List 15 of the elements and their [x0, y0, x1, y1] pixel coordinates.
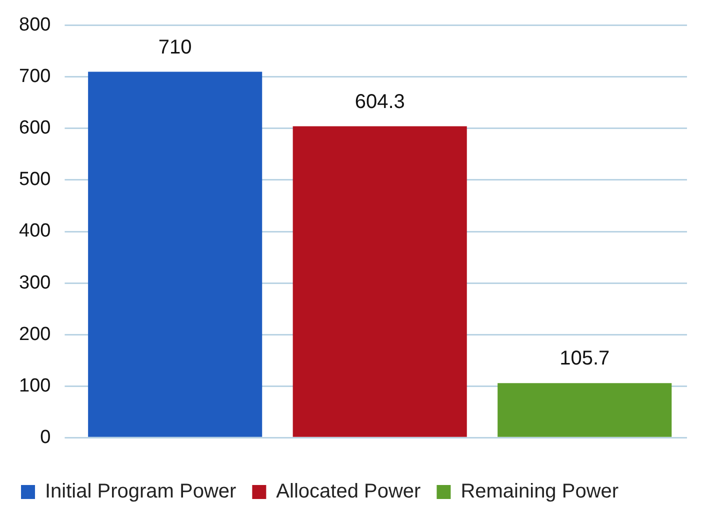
data-label: 105.7 [560, 348, 610, 370]
legend-label: Allocated Power [276, 480, 422, 503]
data-label: 710 [158, 36, 192, 58]
legend-label: Remaining Power [460, 480, 619, 503]
y-tick-label: 300 [19, 272, 51, 294]
y-tick-label: 600 [19, 118, 51, 139]
data-label: 604.3 [354, 90, 405, 113]
y-tick-label: 500 [19, 169, 51, 190]
y-tick-label: 800 [19, 14, 51, 36]
y-tick-label: 100 [19, 375, 51, 396]
legend-label: Initial Program Power [45, 480, 237, 503]
y-tick-label: 700 [19, 66, 51, 88]
y-tick-label: 200 [19, 324, 51, 345]
y-tick-label: 400 [19, 220, 51, 242]
y-tick-label: 0 [40, 426, 51, 448]
